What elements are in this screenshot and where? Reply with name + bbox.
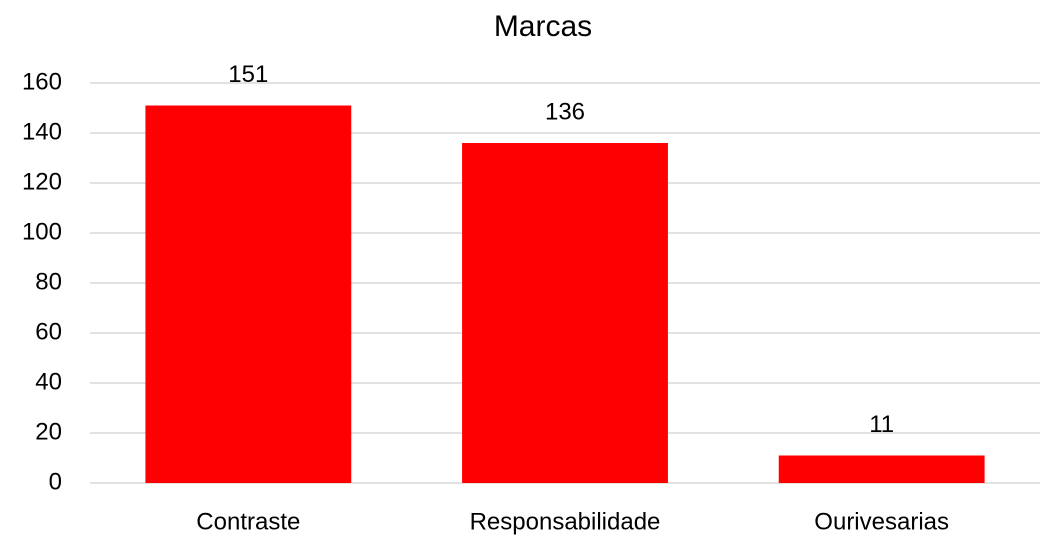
data-label: 151 (228, 61, 268, 88)
y-tick-label: 140 (22, 118, 62, 145)
y-tick-label: 20 (35, 418, 62, 445)
y-tick-label: 120 (22, 168, 62, 195)
x-tick-label: Contraste (196, 508, 300, 535)
y-tick-label: 100 (22, 218, 62, 245)
bar (778, 455, 985, 483)
y-tick-label: 160 (22, 68, 62, 95)
y-tick-label: 80 (35, 268, 62, 295)
bar (462, 143, 668, 483)
data-label: 11 (869, 411, 894, 438)
x-tick-label: Responsabilidade (470, 508, 661, 535)
data-label: 136 (545, 98, 585, 125)
bar (145, 105, 352, 483)
y-tick-label: 60 (35, 318, 62, 345)
chart-title: Marcas (494, 10, 592, 43)
y-tick-label: 0 (49, 468, 62, 495)
x-tick-label: Ourivesarias (814, 508, 949, 535)
y-tick-label: 40 (35, 368, 62, 395)
